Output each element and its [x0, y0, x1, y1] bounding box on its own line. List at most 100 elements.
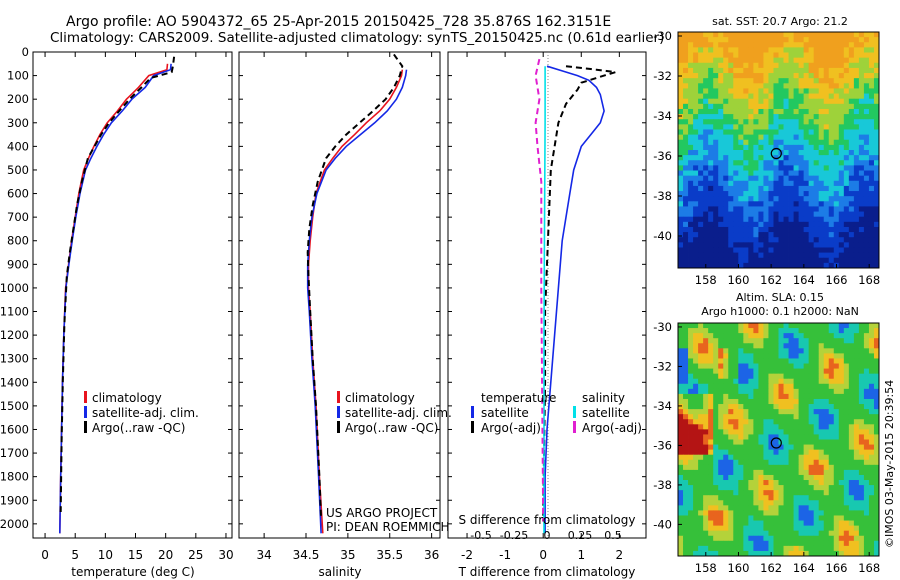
heatmap-cell	[798, 47, 805, 53]
heatmap-cell	[678, 520, 684, 527]
heatmap-cell	[783, 515, 789, 521]
heatmap-cell	[688, 206, 694, 212]
heatmap-cell	[848, 333, 855, 339]
heatmap-cell	[833, 404, 840, 410]
heatmap-cell	[733, 348, 739, 354]
heatmap-cell	[823, 535, 830, 542]
heatmap-cell	[723, 98, 729, 105]
heatmap-cell	[843, 485, 850, 491]
heatmap-cell	[743, 98, 749, 105]
heatmap-cell	[848, 378, 855, 385]
heatmap-cell	[713, 257, 719, 264]
heatmap-cell	[783, 550, 789, 557]
heatmap-cell	[763, 368, 769, 375]
heatmap-cell	[838, 373, 845, 380]
heatmap-cell	[848, 449, 855, 456]
heatmap-cell	[708, 363, 714, 369]
heatmap-cell	[853, 500, 860, 506]
heatmap-cell	[808, 429, 815, 435]
heatmap-cell	[683, 469, 689, 476]
heatmap-cell	[833, 196, 840, 202]
heatmap-cell	[713, 144, 719, 151]
heatmap-cell	[868, 124, 875, 130]
heatmap-cell	[853, 444, 860, 451]
heatmap-cell	[698, 257, 704, 264]
heatmap-cell	[808, 328, 815, 334]
heatmap-cell	[793, 139, 800, 146]
heatmap-cell	[818, 424, 825, 430]
heatmap-cell	[698, 119, 704, 125]
heatmap-cell	[678, 47, 684, 53]
heatmap-cell	[728, 98, 734, 105]
heatmap-cell	[868, 78, 875, 84]
heatmap-cell	[853, 515, 860, 521]
heatmap-cell	[708, 32, 714, 38]
heatmap-cell	[743, 37, 749, 43]
heatmap-cell	[693, 196, 699, 202]
heatmap-cell	[778, 221, 784, 228]
heatmap-cell	[813, 429, 820, 435]
heatmap-cell	[803, 328, 810, 334]
heatmap-cell	[743, 388, 749, 395]
heatmap-cell	[808, 495, 815, 501]
heatmap-cell	[693, 242, 699, 248]
heatmap-cell	[793, 363, 800, 369]
heatmap-cell	[693, 262, 699, 269]
heatmap-cell	[733, 485, 739, 491]
heatmap-cell	[748, 525, 754, 532]
heatmap-cell	[718, 323, 724, 329]
heatmap-cell	[753, 348, 759, 354]
heatmap-cell	[758, 211, 764, 218]
heatmap-cell	[803, 515, 810, 521]
heatmap-cell	[828, 439, 835, 445]
heatmap-cell	[828, 144, 835, 151]
heatmap-cell	[728, 353, 734, 359]
heatmap-cell	[853, 93, 860, 100]
heatmap-cell	[823, 353, 830, 359]
heatmap-cell	[848, 328, 855, 334]
heatmap-cell	[703, 221, 709, 228]
heatmap-cell	[858, 338, 865, 344]
heatmap-cell	[783, 490, 789, 496]
heatmap-cell	[728, 57, 734, 64]
heatmap-cell	[813, 459, 820, 466]
heatmap-cell	[858, 378, 865, 385]
heatmap-cell	[858, 480, 865, 486]
heatmap-cell	[753, 505, 759, 511]
heatmap-cell	[793, 237, 800, 243]
heatmap-cell	[773, 530, 779, 537]
heatmap-cell	[728, 129, 734, 136]
heatmap-cell	[808, 459, 815, 466]
heatmap-cell	[738, 515, 744, 521]
heatmap-cell	[803, 505, 810, 511]
heatmap-cell	[678, 232, 684, 238]
heatmap-cell	[733, 237, 739, 243]
heatmap-cell	[758, 545, 764, 552]
heatmap-cell	[858, 469, 865, 476]
heatmap-cell	[723, 439, 729, 445]
heatmap-cell	[728, 114, 734, 120]
heatmap-cell	[838, 32, 845, 38]
heatmap-cell	[873, 434, 880, 440]
heatmap-cell	[778, 414, 784, 420]
heatmap-cell	[723, 323, 729, 329]
heatmap-cell	[728, 424, 734, 430]
heatmap-cell	[768, 358, 774, 364]
heatmap-cell	[788, 124, 794, 130]
heatmap-cell	[738, 180, 744, 187]
heatmap-cell	[728, 119, 734, 125]
heatmap-cell	[708, 383, 714, 390]
heatmap-cell	[808, 88, 815, 94]
heatmap-cell	[753, 175, 759, 182]
heatmap-cell	[778, 540, 784, 547]
heatmap-cell	[788, 155, 794, 161]
heatmap-cell	[743, 373, 749, 380]
heatmap-cell	[718, 191, 724, 197]
heatmap-cell	[813, 206, 820, 212]
heatmap-cell	[873, 103, 880, 110]
heatmap-cell	[868, 108, 875, 115]
heatmap-cell	[823, 237, 830, 243]
heatmap-cell	[868, 196, 875, 202]
heatmap-cell	[718, 47, 724, 53]
heatmap-cell	[698, 348, 704, 354]
